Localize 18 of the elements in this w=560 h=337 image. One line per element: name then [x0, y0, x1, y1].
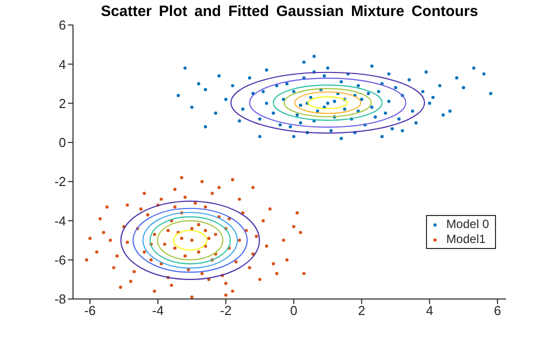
x-tick-label: -6: [84, 303, 96, 318]
legend-label: Model 0: [446, 217, 489, 232]
y-tick-label: -4: [54, 213, 66, 228]
x-tick-label: -4: [152, 303, 164, 318]
y-tick-label: 6: [58, 18, 66, 33]
legend-label: Model1: [446, 232, 486, 247]
x-tick-label: 2: [358, 303, 366, 318]
y-tick-label: 2: [58, 96, 66, 111]
x-tick-label: -2: [220, 303, 232, 318]
chart-title: Scatter Plot and Fitted Gaussian Mixture Contours: [100, 3, 480, 20]
y-tick-label: -6: [54, 252, 66, 268]
x-tick-label: 6: [494, 303, 502, 318]
y-tick-label: 4: [58, 56, 66, 72]
x-tick-label: 4: [426, 303, 434, 318]
y-tick-label: -8: [54, 292, 66, 307]
y-tick-label: 0: [58, 135, 66, 150]
x-tick-label: 0: [290, 303, 298, 318]
y-tick-label: -2: [54, 174, 66, 190]
